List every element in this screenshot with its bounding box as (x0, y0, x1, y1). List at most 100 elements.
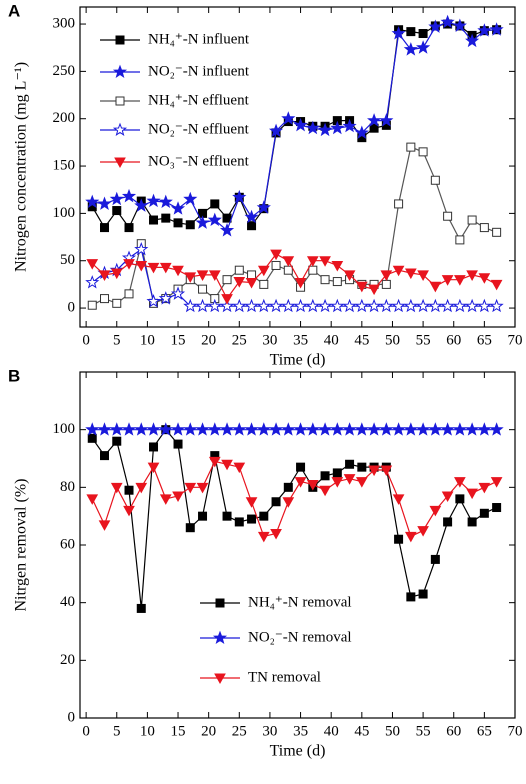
x-tick-label: 70 (508, 723, 523, 739)
marker (281, 111, 296, 125)
series-line (91, 248, 497, 307)
marker (492, 227, 502, 237)
marker (465, 33, 480, 48)
marker (331, 260, 344, 272)
x-tick-label: 55 (416, 332, 431, 348)
marker (332, 468, 342, 478)
plot-frame (79, 371, 516, 719)
x-axis-label: Time (d) (270, 743, 326, 760)
marker (355, 477, 368, 488)
marker (440, 298, 455, 313)
marker (170, 422, 186, 436)
marker (429, 281, 442, 293)
marker (281, 298, 296, 313)
marker (123, 259, 135, 270)
marker (210, 199, 220, 209)
marker (391, 422, 406, 436)
marker (466, 270, 478, 281)
marker (233, 277, 246, 288)
marker (232, 422, 247, 436)
marker (319, 485, 331, 497)
x-tick-label: 10 (140, 332, 155, 348)
marker (247, 221, 257, 231)
y-tick-label: 200 (53, 110, 76, 126)
marker (183, 422, 198, 436)
marker (159, 262, 172, 274)
marker (124, 289, 134, 299)
marker (112, 298, 122, 308)
marker (330, 298, 345, 313)
x-tick-label: 65 (477, 332, 492, 348)
marker (85, 275, 100, 289)
marker (489, 298, 504, 313)
marker (259, 279, 269, 289)
marker (293, 422, 308, 436)
marker (184, 482, 197, 494)
x-tick-label: 35 (293, 723, 308, 739)
marker (268, 123, 284, 138)
marker (221, 294, 233, 305)
x-tick-label: 20 (201, 723, 216, 739)
legend-label: NO₂⁻-N influent (148, 63, 250, 79)
marker (256, 422, 271, 436)
marker (244, 209, 259, 224)
marker (183, 191, 198, 206)
marker (86, 494, 99, 505)
marker (135, 260, 148, 272)
marker (146, 193, 161, 208)
y-axis-label: Nitrogen concentration (mg L⁻¹) (13, 62, 30, 272)
y-tick-label: 40 (60, 594, 75, 610)
marker (489, 22, 504, 36)
marker (440, 14, 455, 29)
marker (219, 422, 235, 436)
marker (367, 298, 382, 313)
marker (477, 422, 492, 436)
marker (441, 491, 454, 503)
marker (244, 298, 259, 313)
marker (479, 223, 489, 233)
marker (467, 517, 477, 527)
marker (198, 284, 208, 294)
y-tick-label: 100 (53, 205, 76, 221)
x-tick-label: 0 (82, 723, 90, 739)
marker (452, 18, 467, 32)
marker (367, 422, 382, 436)
y-tick-label: 60 (60, 536, 75, 552)
marker (452, 298, 467, 313)
y-tick-label: 0 (68, 709, 76, 725)
marker (97, 422, 112, 436)
marker (465, 298, 480, 313)
marker (418, 589, 428, 599)
x-tick-label: 70 (508, 332, 523, 348)
marker (320, 471, 330, 481)
marker (170, 201, 186, 215)
marker (161, 213, 171, 223)
series-line (92, 21, 497, 232)
legend-label: NH₄⁺-N influent (148, 31, 250, 47)
marker (257, 531, 270, 543)
marker (330, 120, 345, 135)
x-tick-label: 50 (385, 723, 400, 739)
marker (478, 482, 491, 494)
marker (294, 278, 307, 289)
marker (195, 422, 210, 436)
y-tick-label: 100 (53, 421, 76, 437)
marker (134, 422, 149, 436)
marker (219, 223, 235, 237)
y-tick-label: 20 (60, 652, 75, 668)
marker (440, 422, 455, 436)
marker (100, 294, 110, 304)
marker (354, 298, 369, 313)
marker (394, 199, 404, 209)
marker (477, 23, 492, 37)
series-line (91, 428, 497, 609)
marker (330, 422, 345, 436)
marker (343, 474, 356, 485)
marker (232, 189, 247, 204)
marker (134, 198, 149, 212)
marker (318, 422, 333, 436)
marker (305, 298, 320, 313)
marker (283, 265, 293, 275)
marker (443, 517, 453, 527)
